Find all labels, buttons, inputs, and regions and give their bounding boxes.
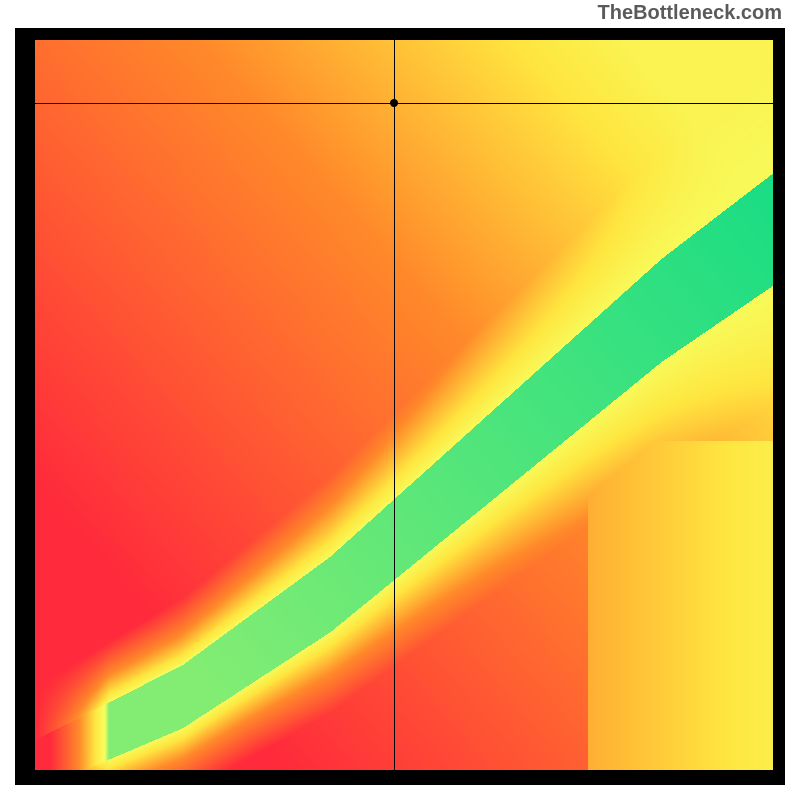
heatmap-plot (35, 40, 773, 770)
crosshair-vertical (394, 40, 395, 770)
crosshair-horizontal (35, 103, 773, 104)
watermark-text: TheBottleneck.com (598, 2, 782, 25)
marker-dot (390, 99, 398, 107)
heatmap-canvas (35, 40, 773, 770)
chart-frame (15, 28, 785, 785)
